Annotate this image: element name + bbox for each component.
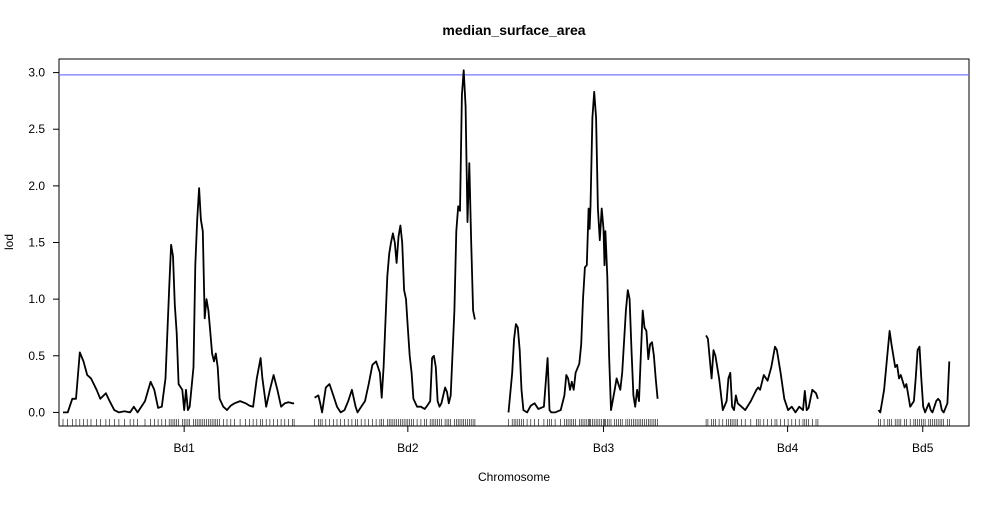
y-tick-label: 3.0	[28, 66, 45, 80]
lod-curve-bd1	[63, 187, 295, 414]
y-tick-label: 2.0	[28, 179, 45, 193]
y-tick-label: 1.0	[28, 292, 45, 306]
lod-curve-bd4	[705, 334, 819, 414]
y-axis-label: lod	[2, 234, 16, 250]
y-tick-label: 0.5	[28, 349, 45, 363]
y-tick-label: 2.5	[28, 122, 45, 136]
x-tick-label-bd5: Bd5	[912, 441, 934, 455]
x-axis-label: Chromosome	[478, 470, 550, 484]
y-tick-label: 0.0	[28, 405, 45, 419]
lod-curve-bd2	[314, 69, 476, 414]
lod-curve-bd5	[877, 330, 951, 414]
lod-curve-bd3	[507, 90, 659, 414]
marker-rug	[62, 419, 950, 426]
x-tick-label-bd2: Bd2	[397, 441, 419, 455]
y-axis: 0.0 0.5 1.0 1.5 2.0 2.5 3.0	[28, 66, 59, 419]
x-axis: Bd1 Bd2 Bd3 Bd4 Bd5	[173, 426, 934, 455]
y-tick-label: 1.5	[28, 236, 45, 250]
x-tick-label-bd3: Bd3	[593, 441, 615, 455]
lod-curves	[63, 69, 951, 414]
chart-title: median_surface_area	[442, 22, 585, 38]
x-tick-label-bd1: Bd1	[173, 441, 195, 455]
x-tick-label-bd4: Bd4	[777, 441, 799, 455]
